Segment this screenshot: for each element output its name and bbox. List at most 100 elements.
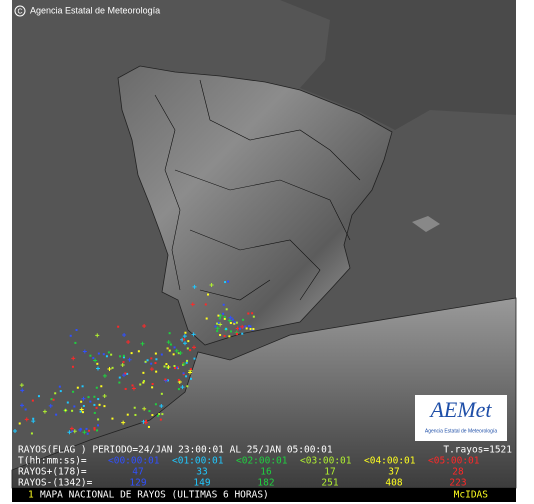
strike-negative: [133, 406, 136, 409]
strike-negative: [105, 355, 108, 358]
strike-negative: [118, 381, 121, 384]
strike-negative: [146, 359, 149, 362]
strike-negative: [76, 386, 79, 389]
strike-negative: [118, 376, 121, 379]
strike-negative: [92, 357, 95, 360]
strike-negative: [124, 387, 127, 390]
strike-negative: [155, 358, 158, 361]
strike-negative: [102, 353, 105, 356]
strike-negative: [165, 363, 168, 366]
strike-negative: [222, 312, 225, 315]
strike-positive: [182, 341, 187, 346]
strike-negative: [98, 403, 101, 406]
strike-positive: [188, 370, 193, 375]
strike-negative: [233, 322, 236, 325]
strike-negative: [52, 398, 55, 401]
strike-negative: [110, 353, 113, 356]
logo-name: AEMet: [428, 397, 492, 422]
interval-negative: 149: [193, 478, 210, 489]
interval-positive: 33: [196, 467, 207, 478]
strike-negative: [151, 414, 154, 417]
strike-positive: [159, 403, 164, 408]
strike-negative: [252, 315, 255, 318]
strike-negative: [231, 318, 234, 321]
strike-negative: [182, 338, 185, 341]
legend-total: T.rayos=1521: [443, 445, 512, 456]
strike-negative: [147, 425, 150, 428]
strike-negative: [222, 303, 225, 306]
strike-negative: [176, 366, 179, 369]
strike-negative: [186, 347, 189, 350]
strike-positive: [215, 326, 220, 331]
legend-positive-label: RAYOS+(178)=: [18, 467, 87, 478]
legend-time-label: T(hh:mm:ss)=: [18, 456, 87, 467]
strike-negative: [59, 390, 62, 393]
strike-positive: [82, 349, 87, 354]
strike-positive: [67, 430, 72, 435]
strike-negative: [158, 413, 161, 416]
strike-negative: [122, 361, 125, 364]
strike-negative: [144, 360, 147, 363]
strike-positive: [42, 409, 47, 414]
strike-negative: [216, 322, 219, 325]
strike-negative: [97, 352, 100, 355]
strike-negative: [229, 322, 232, 325]
strike-positive: [102, 394, 107, 398]
strike-negative: [31, 399, 34, 402]
interval-time: <02:00:01: [236, 456, 288, 467]
strike-positive: [141, 419, 146, 424]
strike-negative: [142, 381, 145, 384]
strike-negative: [54, 392, 57, 395]
strike-negative: [166, 347, 169, 350]
strike-negative: [119, 355, 122, 358]
strike-negative: [71, 430, 74, 433]
interval-negative: 251: [321, 478, 338, 489]
strike-positive: [227, 318, 232, 323]
strike-negative: [173, 346, 176, 349]
strike-negative: [103, 405, 106, 408]
strike-negative: [156, 414, 159, 417]
strike-positive: [122, 333, 127, 338]
strike-negative: [73, 405, 76, 408]
strike-positive: [19, 403, 24, 408]
strike-negative: [30, 432, 33, 435]
strike-negative: [166, 367, 169, 370]
strike-negative: [117, 325, 120, 328]
footer-index: 1: [28, 490, 34, 501]
strike-negative: [93, 395, 96, 398]
strike-negative: [124, 372, 127, 375]
strike-negative: [189, 368, 192, 371]
strike-negative: [166, 379, 169, 382]
strike-negative: [96, 429, 99, 432]
strike-negative: [87, 396, 90, 399]
strike-positive: [93, 358, 98, 363]
strike-negative: [134, 413, 137, 416]
strike-negative: [148, 410, 151, 413]
strike-negative: [75, 328, 78, 331]
strike-positive: [95, 333, 100, 338]
strike-positive: [69, 426, 74, 431]
interval-positive: 17: [324, 467, 335, 478]
strike-positive: [149, 367, 154, 372]
strike-positive: [131, 386, 136, 391]
strike-negative: [93, 403, 96, 406]
strike-positive: [166, 365, 171, 370]
africa: [11, 297, 517, 489]
strike-positive: [120, 363, 125, 368]
strike-negative: [79, 410, 82, 413]
strike-negative: [159, 418, 162, 421]
strike-negative: [111, 366, 114, 369]
strike-negative: [89, 354, 92, 357]
strike-positive: [142, 324, 147, 329]
strike-negative: [241, 332, 244, 335]
interval-positive: 37: [388, 467, 399, 478]
strike-positive: [209, 283, 214, 288]
strike-negative: [97, 398, 100, 401]
strike-negative: [74, 341, 77, 344]
strike-negative: [228, 335, 231, 338]
strike-negative: [100, 385, 103, 388]
strike-negative: [93, 428, 96, 431]
strike-negative: [50, 398, 53, 401]
strike-positive: [218, 322, 223, 327]
